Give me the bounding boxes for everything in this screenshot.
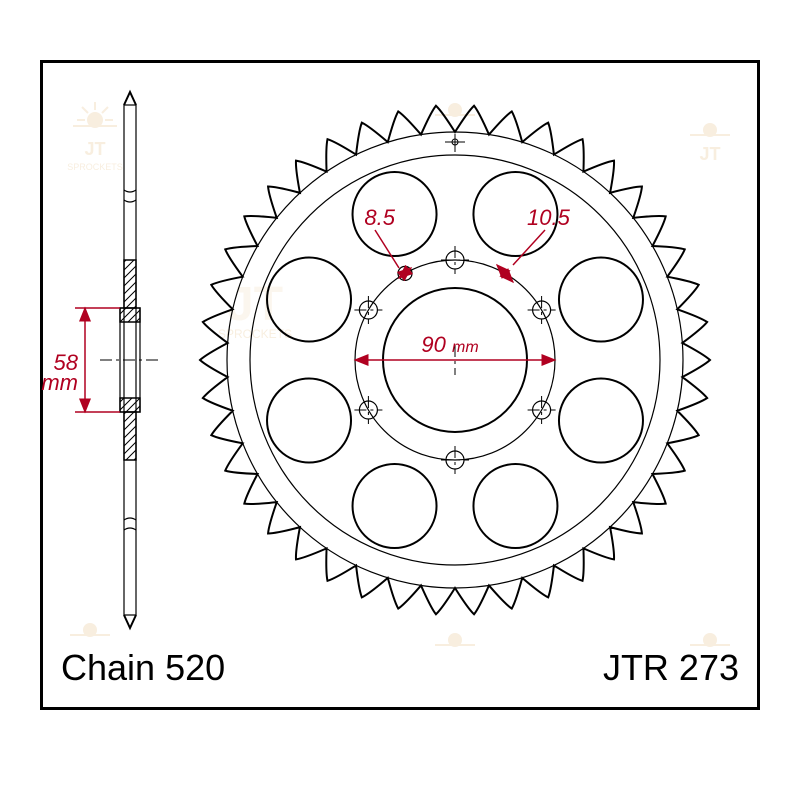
svg-text:JT: JT [84,139,105,159]
lightening-hole [267,258,351,342]
svg-text:JT: JT [699,144,720,164]
watermark-icon: JT SPROCKETS JT JTSPROCKETS [67,102,730,647]
lightening-hole [559,258,643,342]
dimension-10-5: 10.5 [497,205,571,282]
sprocket-front-view: 90 mm 10.5 8.5 [200,106,710,615]
lightening-hole [267,378,351,462]
svg-text:mm: mm [41,370,78,395]
svg-text:90 mm: 90 mm [421,332,478,357]
lightening-hole [473,464,557,548]
lightening-hole [559,378,643,462]
lightening-hole [353,464,437,548]
svg-text:10.5: 10.5 [527,205,571,230]
technical-drawing: JT SPROCKETS JT JTSPROCKETS [0,0,800,800]
svg-text:8.5: 8.5 [364,205,395,230]
side-profile-view: 58 mm [41,92,160,628]
svg-text:SPROCKETS: SPROCKETS [67,162,123,172]
